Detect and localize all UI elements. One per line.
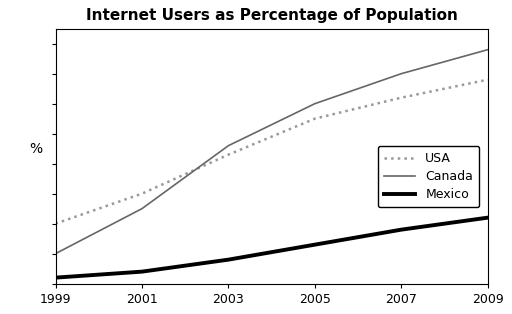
Mexico bbox=[225, 258, 231, 262]
Mexico bbox=[312, 243, 318, 246]
Mexico bbox=[139, 270, 145, 273]
Canada bbox=[398, 72, 404, 76]
USA bbox=[485, 78, 491, 82]
Legend: USA, Canada, Mexico: USA, Canada, Mexico bbox=[378, 146, 479, 207]
Canada bbox=[225, 144, 231, 148]
USA bbox=[52, 222, 58, 225]
Line: Mexico: Mexico bbox=[55, 218, 488, 278]
USA bbox=[398, 96, 404, 100]
USA bbox=[139, 192, 145, 196]
USA bbox=[225, 153, 231, 157]
Line: Canada: Canada bbox=[55, 50, 488, 254]
Mexico bbox=[485, 216, 491, 219]
Title: Internet Users as Percentage of Population: Internet Users as Percentage of Populati… bbox=[86, 8, 458, 23]
Y-axis label: %: % bbox=[29, 142, 42, 156]
Mexico bbox=[52, 276, 58, 279]
Canada bbox=[52, 252, 58, 256]
Canada bbox=[485, 48, 491, 51]
Canada bbox=[139, 207, 145, 210]
Canada bbox=[312, 102, 318, 106]
Mexico bbox=[398, 228, 404, 231]
USA bbox=[312, 117, 318, 121]
Line: USA: USA bbox=[55, 80, 488, 224]
